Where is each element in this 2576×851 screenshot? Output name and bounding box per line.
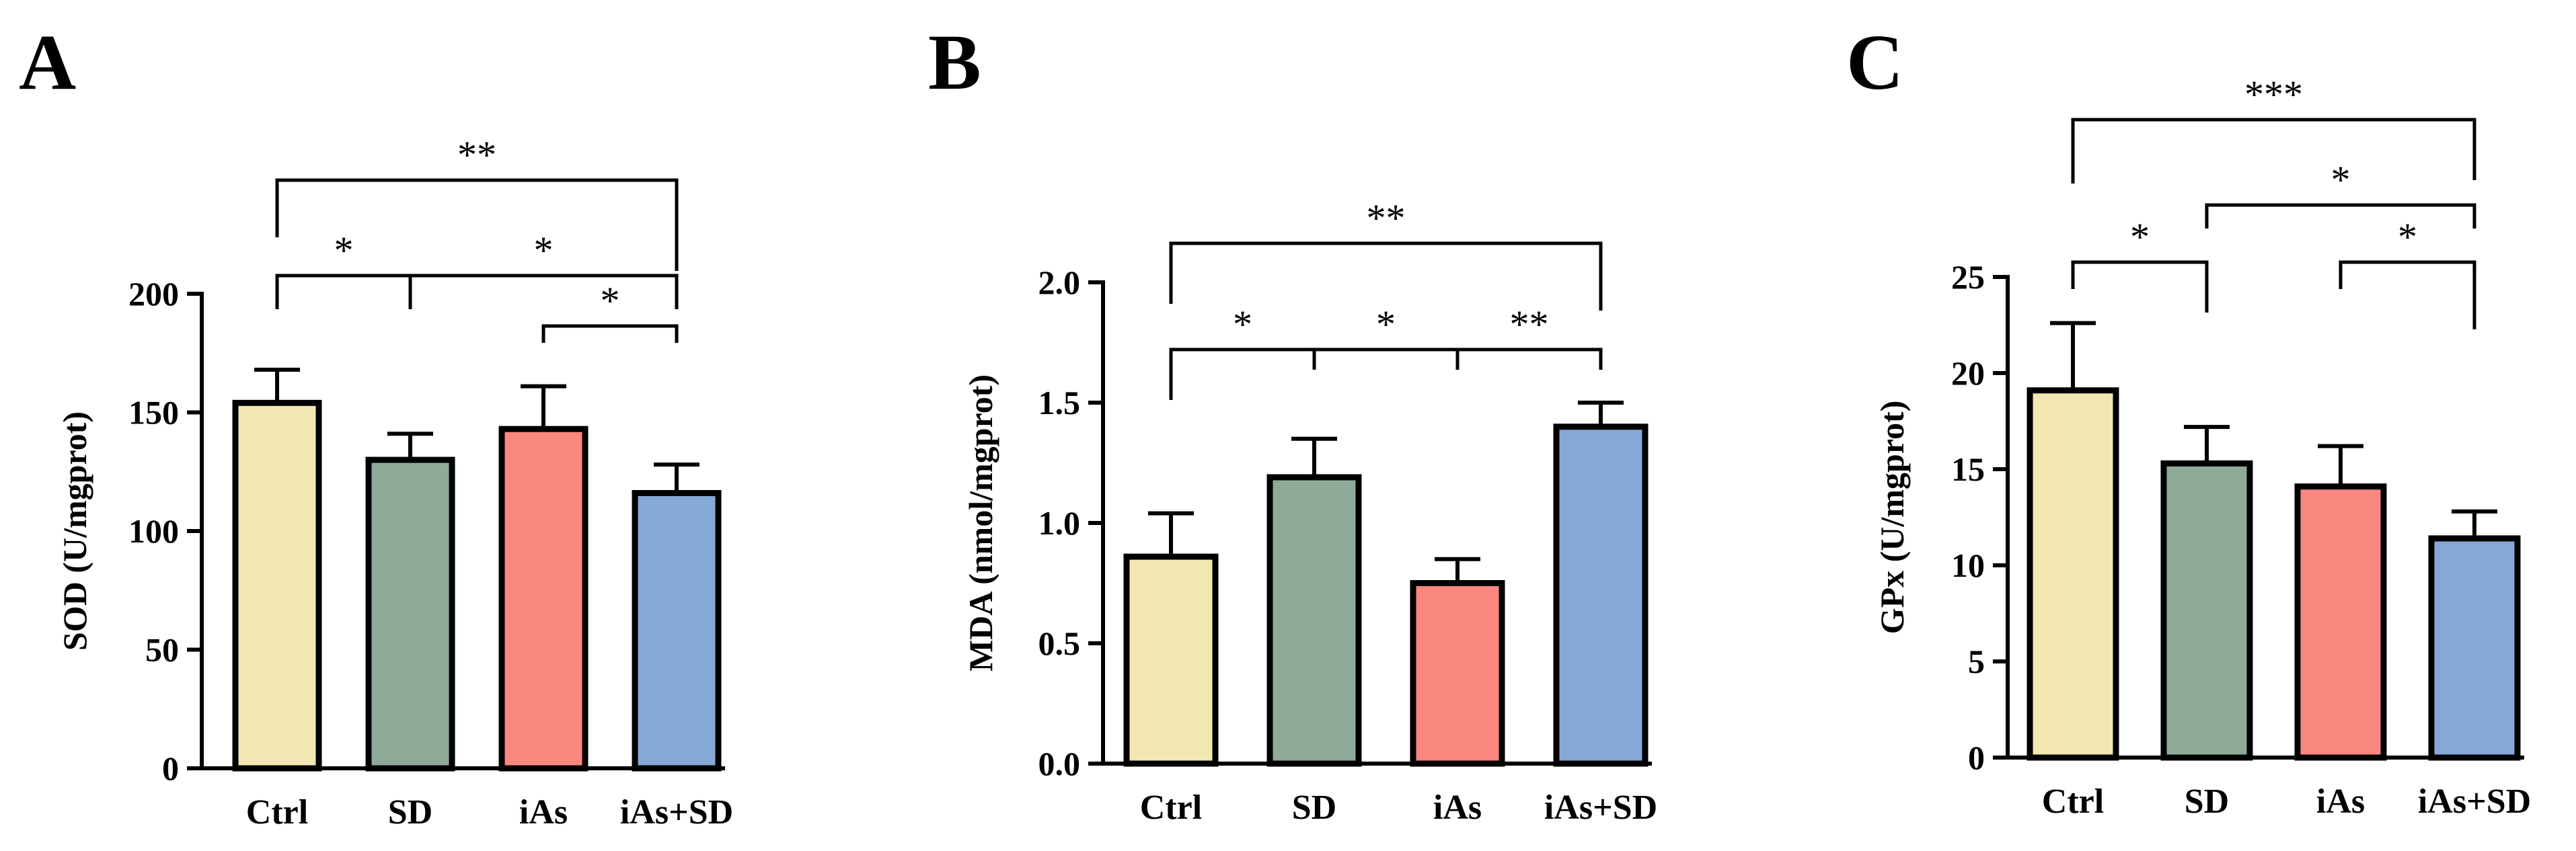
significance-bracket [2071,118,2476,184]
x-tick-label: iAs [1433,788,1482,827]
x-tick-label: iAs [2316,782,2365,821]
y-tick-label: 2.0 [1038,264,1081,301]
x-tick-label: iAs+SD [620,793,733,832]
significance-label: ** [1510,302,1549,346]
x-tick-label: iAs+SD [1544,788,1657,827]
y-tick-label: 20 [1951,354,1985,392]
y-tick-label: 1.5 [1038,384,1081,421]
significance-bracket [2071,260,2209,313]
x-tick-label: iAs [519,793,568,832]
y-tick-label: 150 [128,394,179,432]
panel-letter-b: B [928,18,981,106]
significance-label: * [1233,302,1252,346]
significance-bracket [1169,241,1603,311]
y-axis-label: MDA (nmol/mgprot) [962,374,999,672]
bar-sd [1266,474,1362,767]
x-tick-label: Ctrl [2042,782,2104,821]
x-tick-label: Ctrl [1140,788,1202,827]
significance-label: ** [1367,196,1406,240]
bar-ias [498,426,589,772]
significance-bracket [2205,203,2476,229]
x-tick-label: Ctrl [246,793,308,832]
significance-label: *** [2244,73,2303,116]
bar-sd [365,456,455,772]
y-tick-label: 10 [1951,546,1985,584]
bar-ctrl [2026,387,2119,761]
y-tick-label: 5 [1968,643,1985,680]
bar-ctrl [1123,553,1219,767]
significance-label: * [1376,302,1396,346]
bar-ias [2294,483,2387,761]
x-tick-label: SD [388,793,432,832]
significance-bracket [2339,260,2476,329]
y-axis-label: GPx (U/mgprot) [1873,401,1911,635]
significance-bracket [408,274,679,309]
bar-ias-sd [632,490,722,772]
significance-bracket [541,324,679,343]
significance-label: * [2331,158,2351,202]
significance-label: ** [457,133,496,177]
chart-panel-b: 0.0 0.5 1.0 1.5 2.0 MDA (nmol/mgprot) Ctrl SD iA… [962,196,1657,827]
bar-ias-sd [1553,423,1649,767]
x-tick-label: SD [1292,788,1336,827]
y-tick-label: 200 [128,275,179,313]
y-tick-label: 25 [1951,258,1985,296]
y-tick-label: 15 [1951,450,1985,488]
significance-bracket [275,178,679,271]
significance-label: * [601,279,620,323]
y-tick-label: 0 [1968,739,1985,776]
bar-sd [2160,460,2253,761]
y-tick-label: 50 [145,631,179,669]
significance-bracket [1312,348,1460,370]
panel-letter-c: C [1846,18,1903,106]
y-axis-label: SOD (U/mgprot) [56,411,93,651]
y-tick-label: 0.0 [1038,745,1081,782]
x-tick-label: SD [2185,782,2229,821]
bar-ias-sd [2428,535,2521,761]
significance-label: * [534,229,554,272]
bar-ias [1410,580,1505,767]
chart-panel-a: 0 50 100 150 200 SOD (U/mgprot) Ctrl SD iAs iAs+S… [56,133,733,832]
significance-label: * [334,229,354,272]
x-tick-label: iAs+SD [2418,782,2531,821]
y-tick-label: 100 [128,512,179,550]
bar-ctrl [232,399,322,772]
significance-bracket [1169,348,1316,400]
significance-label: * [2130,215,2150,259]
chart-panel-c: 0 5 10 15 20 25 GPx (U/mgprot) Ctrl SD iAs iAs+SD *… [1873,73,2531,821]
significance-label: * [2398,215,2417,259]
y-tick-label: 0 [162,749,179,787]
y-tick-label: 0.5 [1038,624,1081,662]
y-tick-label: 1.0 [1038,504,1081,542]
panel-letter-a: A [19,18,76,106]
significance-bracket [275,274,412,309]
significance-bracket [1455,348,1603,370]
